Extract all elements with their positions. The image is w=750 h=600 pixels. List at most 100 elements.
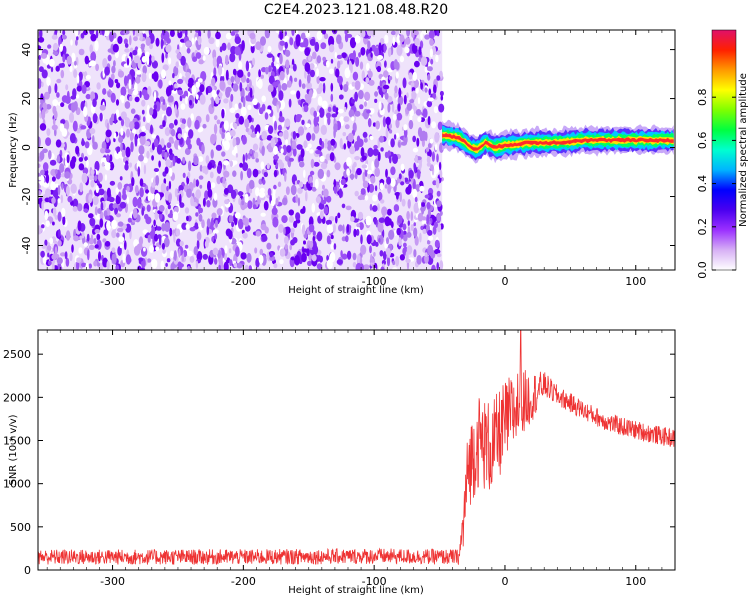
noise-speckle — [102, 58, 108, 69]
snr-y-tick-label: 0 — [24, 564, 31, 577]
noise-speckle — [47, 252, 50, 258]
noise-speckle — [81, 172, 88, 184]
noise-speckle — [267, 45, 272, 53]
noise-speckle — [317, 96, 323, 106]
noise-speckle — [90, 51, 97, 62]
noise-speckle — [138, 154, 144, 162]
noise-speckle — [384, 184, 388, 189]
noise-speckle — [124, 48, 130, 53]
noise-speckle — [367, 169, 373, 176]
noise-speckle — [349, 37, 357, 49]
noise-speckle — [184, 207, 190, 214]
noise-speckle — [304, 47, 311, 56]
noise-speckle — [282, 144, 288, 156]
noise-speckle — [164, 151, 168, 162]
noise-speckle — [362, 180, 369, 189]
noise-speckle — [134, 185, 139, 194]
noise-speckle — [132, 89, 139, 96]
noise-speckle — [399, 191, 403, 203]
noise-speckle — [417, 200, 422, 210]
noise-speckle — [187, 250, 193, 257]
noise-speckle — [253, 151, 259, 159]
noise-speckle — [168, 57, 172, 65]
noise-speckle — [351, 81, 356, 87]
noise-speckle — [223, 140, 230, 151]
noise-speckle — [252, 143, 259, 151]
noise-speckle — [437, 222, 442, 233]
noise-speckle — [124, 240, 127, 250]
noise-speckle — [191, 37, 195, 45]
noise-speckle — [132, 49, 138, 56]
noise-speckle — [197, 156, 204, 162]
noise-speckle — [278, 90, 284, 101]
noise-speckle — [121, 193, 127, 201]
noise-speckle — [160, 38, 164, 50]
noise-speckle — [327, 116, 331, 126]
noise-speckle — [181, 30, 186, 34]
noise-speckle — [84, 141, 90, 149]
noise-speckle — [343, 116, 350, 123]
noise-speckle — [62, 53, 66, 63]
noise-speckle — [64, 251, 68, 260]
noise-speckle — [424, 252, 428, 257]
noise-speckle — [373, 144, 378, 150]
noise-speckle — [69, 112, 74, 123]
noise-speckle — [199, 207, 204, 214]
noise-speckle — [173, 233, 176, 243]
noise-speckle — [403, 94, 407, 105]
noise-speckle — [67, 178, 73, 185]
noise-speckle — [54, 83, 58, 94]
noise-speckle — [306, 73, 311, 84]
noise-speckle — [89, 127, 96, 135]
noise-speckle — [295, 30, 299, 35]
noise-speckle — [374, 98, 378, 103]
noise-speckle — [155, 37, 160, 47]
noise-speckle — [143, 247, 146, 252]
noise-speckle — [146, 258, 152, 263]
noise-speckle — [73, 235, 80, 242]
noise-speckle — [289, 244, 293, 251]
noise-speckle — [180, 103, 186, 110]
signal-band-layer — [442, 133, 674, 151]
noise-speckle — [170, 262, 175, 270]
noise-speckle — [146, 54, 150, 66]
noise-speckle — [124, 43, 129, 48]
noise-speckle — [166, 185, 169, 192]
noise-speckle — [38, 190, 42, 196]
noise-speckle — [313, 116, 318, 127]
noise-speckle — [240, 106, 247, 117]
noise-speckle — [235, 246, 240, 257]
noise-speckle — [221, 132, 225, 139]
noise-speckle — [415, 86, 419, 94]
noise-speckle — [260, 161, 265, 170]
noise-speckle — [161, 101, 168, 111]
noise-speckle — [440, 95, 444, 101]
noise-speckle — [158, 205, 165, 212]
noise-speckle — [284, 226, 291, 235]
noise-speckle — [46, 76, 51, 86]
noise-speckle — [231, 221, 235, 228]
noise-speckle — [207, 188, 213, 198]
noise-speckle — [255, 41, 262, 51]
noise-speckle — [151, 55, 155, 63]
noise-speckle — [225, 32, 232, 40]
noise-speckle — [109, 31, 114, 43]
noise-speckle — [232, 137, 237, 148]
noise-speckle — [396, 112, 403, 121]
noise-speckle — [337, 212, 341, 219]
noise-speckle — [43, 91, 50, 100]
noise-speckle — [155, 246, 160, 251]
noise-speckle — [186, 215, 189, 222]
noise-speckle — [421, 202, 426, 207]
noise-speckle — [274, 120, 277, 131]
noise-speckle — [377, 191, 383, 202]
noise-speckle — [216, 90, 219, 95]
noise-speckle — [414, 37, 420, 47]
noise-speckle — [393, 91, 398, 99]
noise-speckle — [407, 220, 410, 227]
noise-speckle — [41, 109, 46, 120]
noise-speckle — [163, 178, 167, 185]
noise-speckle — [395, 71, 399, 79]
noise-speckle — [349, 145, 356, 155]
noise-speckle — [427, 97, 434, 102]
